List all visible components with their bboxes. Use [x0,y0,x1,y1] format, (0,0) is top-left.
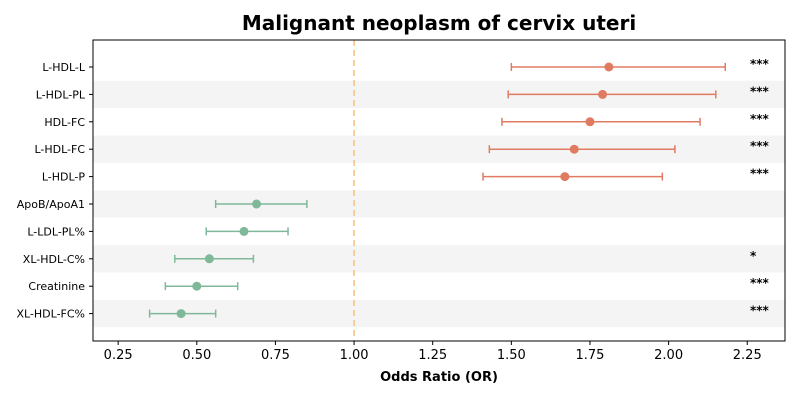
significance-label: *** [750,112,770,126]
plot-frame [92,39,786,342]
y-tick-label: L-HDL-PL [36,88,86,101]
x-tick-label: 0.50 [182,348,211,363]
odds-ratio-point [604,62,614,72]
x-tick-label: 0.75 [261,348,290,363]
significance-label: *** [750,276,770,290]
odds-ratio-point [176,309,186,319]
y-tick-label: L-HDL-FC [34,143,85,156]
odds-ratio-point [252,199,262,209]
odds-ratio-point [560,172,570,182]
x-axis: 0.25 0.50 0.75 1.00 1.25 1.50 1.75 2.00 2.25 [104,341,762,363]
significance-label: *** [750,139,770,153]
significance-label: * [750,249,757,263]
y-tick-label: Creatinine [28,280,85,293]
x-tick-label: 1.75 [576,348,605,363]
x-tick-label: 1.50 [497,348,526,363]
significance-label: *** [750,57,770,71]
x-tick-label: 1.25 [418,348,447,363]
x-tick-label: 0.25 [104,348,133,363]
significance-label: *** [750,304,770,318]
odds-ratio-point [598,89,608,99]
odds-ratio-point [204,254,214,264]
odds-ratio-point [239,226,249,236]
x-tick-label: 1.00 [340,348,369,363]
odds-ratio-point [585,117,595,127]
row-band [93,135,785,163]
y-tick-label: L-LDL-PL% [27,225,85,238]
y-tick-label: L-HDL-P [42,171,86,184]
x-tick-label: 2.00 [654,348,683,363]
row-band [93,190,785,218]
odds-ratio-point [569,144,579,154]
y-tick-label: ApoB/ApoA1 [17,198,85,211]
x-tick-label: 2.25 [733,348,762,363]
x-axis-label: Odds Ratio (OR) [380,370,498,385]
significance-label: *** [750,84,770,98]
y-tick-label: HDL-FC [44,116,85,129]
significance-label: *** [750,167,770,181]
chart-title: Malignant neoplasm of cervix uteri [242,11,636,35]
y-tick-label: L-HDL-L [42,61,86,74]
chart-marks: ********************** [148,57,770,319]
y-tick-label: XL-HDL-FC% [16,308,85,321]
y-tick-label: XL-HDL-C% [23,253,85,266]
y-axis: L-HDL-L L-HDL-PL HDL-FC L-HDL-FC L-HDL-P ApoB… [16,61,93,321]
odds-ratio-point [192,281,202,291]
